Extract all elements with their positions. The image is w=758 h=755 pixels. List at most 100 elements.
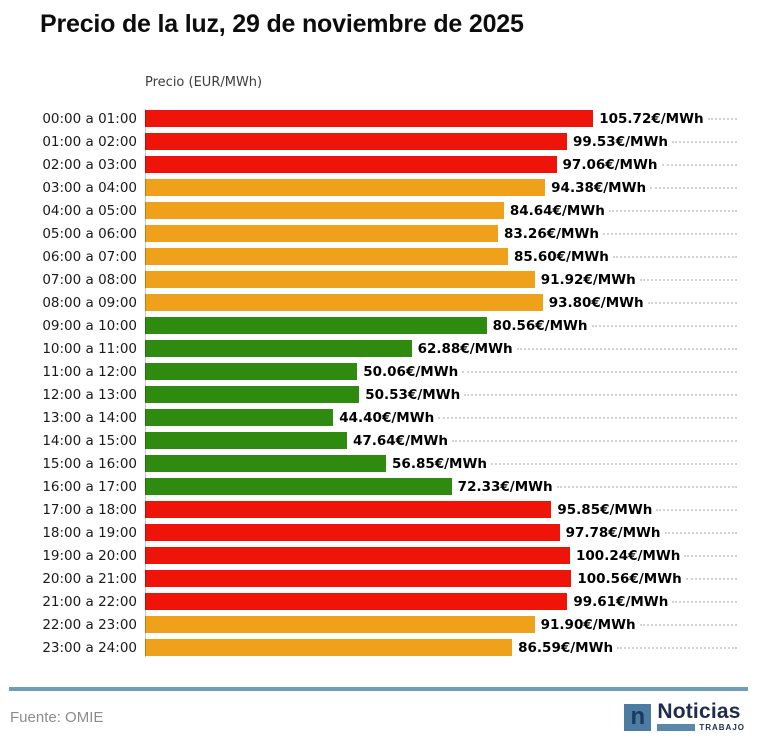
bar-track: 86.59€/MWh: [137, 636, 737, 659]
leader-dots-gridline: [656, 508, 737, 511]
leader-dots-gridline: [639, 623, 737, 626]
bar-track: 91.92€/MWh: [137, 268, 737, 291]
time-label: 13:00 a 14:00: [42, 409, 137, 426]
table-row: 21:00 a 22:00 99.61€/MWh: [0, 590, 737, 613]
bar: [145, 616, 535, 633]
logo-sub: TRABAJO: [699, 723, 745, 732]
time-label: 06:00 a 07:00: [42, 248, 137, 265]
value-label: 47.64€/MWh: [352, 432, 448, 449]
bar: [145, 179, 546, 196]
table-row: 02:00 a 03:00 97.06€/MWh: [0, 153, 737, 176]
bar-track: 47.64€/MWh: [137, 429, 737, 452]
time-label: 14:00 a 15:00: [42, 432, 137, 449]
leader-dots-gridline: [491, 462, 737, 465]
leader-dots-gridline: [516, 347, 737, 350]
leader-dots-gridline: [650, 186, 737, 189]
bar: [145, 156, 557, 173]
time-label: 19:00 a 20:00: [42, 547, 137, 564]
bar: [145, 386, 360, 403]
logo-bar: [657, 724, 696, 731]
bar-track: 94.38€/MWh: [137, 176, 737, 199]
noticias-trabajo-logo: n Noticias TRABAJO: [624, 700, 745, 732]
bar: [145, 593, 568, 610]
bar: [145, 570, 572, 587]
bar-track: 100.24€/MWh: [137, 544, 737, 567]
value-label: 100.56€/MWh: [577, 570, 682, 587]
bar: [145, 478, 452, 495]
bar-track: 99.61€/MWh: [137, 590, 737, 613]
table-row: 20:00 a 21:00 100.56€/MWh: [0, 567, 737, 590]
time-label: 17:00 a 18:00: [42, 501, 137, 518]
bar: [145, 547, 571, 564]
value-label: 97.78€/MWh: [565, 524, 661, 541]
logo-name: Noticias: [657, 700, 741, 723]
bar-track: 83.26€/MWh: [137, 222, 737, 245]
value-label: 95.85€/MWh: [557, 501, 653, 518]
bar-track: 105.72€/MWh: [137, 107, 737, 130]
value-label: 72.33€/MWh: [457, 478, 553, 495]
bar-track: 91.90€/MWh: [137, 613, 737, 636]
leader-dots-gridline: [556, 485, 737, 488]
value-label: 97.06€/MWh: [562, 156, 658, 173]
time-label: 03:00 a 04:00: [42, 179, 137, 196]
leader-dots-gridline: [671, 140, 737, 143]
time-label: 20:00 a 21:00: [42, 570, 137, 587]
leader-dots-gridline: [664, 531, 737, 534]
leader-dots-gridline: [617, 646, 737, 649]
time-label: 10:00 a 11:00: [42, 340, 137, 357]
bar-track: 72.33€/MWh: [137, 475, 737, 498]
time-label: 11:00 a 12:00: [42, 363, 137, 380]
table-row: 16:00 a 17:00 72.33€/MWh: [0, 475, 737, 498]
leader-dots-gridline: [612, 255, 737, 258]
table-row: 05:00 a 06:00 83.26€/MWh: [0, 222, 737, 245]
value-label: 99.61€/MWh: [573, 593, 669, 610]
bar: [145, 501, 552, 518]
value-label: 84.64€/MWh: [509, 202, 605, 219]
table-row: 13:00 a 14:00 44.40€/MWh: [0, 406, 737, 429]
logo-text: Noticias TRABAJO: [657, 700, 745, 732]
leader-dots-gridline: [672, 600, 737, 603]
value-label: 105.72€/MWh: [599, 110, 704, 127]
bar-track: 44.40€/MWh: [137, 406, 737, 429]
leader-dots-gridline: [438, 416, 737, 419]
bar-track: 50.53€/MWh: [137, 383, 737, 406]
footer: Fuente: OMIE n Noticias TRABAJO: [0, 700, 758, 732]
table-row: 10:00 a 11:00 62.88€/MWh: [0, 337, 737, 360]
value-label: 80.56€/MWh: [492, 317, 588, 334]
bar: [145, 639, 513, 656]
bar: [145, 294, 543, 311]
bar-track: 56.85€/MWh: [137, 452, 737, 475]
bar: [145, 110, 594, 127]
bar: [145, 133, 567, 150]
table-row: 18:00 a 19:00 97.78€/MWh: [0, 521, 737, 544]
value-label: 86.59€/MWh: [518, 639, 614, 656]
table-row: 09:00 a 10:00 80.56€/MWh: [0, 314, 737, 337]
table-row: 22:00 a 23:00 91.90€/MWh: [0, 613, 737, 636]
time-label: 21:00 a 22:00: [42, 593, 137, 610]
value-label: 91.90€/MWh: [540, 616, 636, 633]
bar-track: 62.88€/MWh: [137, 337, 737, 360]
table-row: 00:00 a 01:00 105.72€/MWh: [0, 107, 737, 130]
time-label: 01:00 a 02:00: [42, 133, 137, 150]
leader-dots-gridline: [591, 324, 737, 327]
bar: [145, 317, 487, 334]
bar: [145, 432, 347, 449]
leader-dots-gridline: [661, 163, 737, 166]
bar-track: 93.80€/MWh: [137, 291, 737, 314]
infographic: Precio de la luz, 29 de noviembre de 202…: [0, 10, 758, 755]
bar-track: 84.64€/MWh: [137, 199, 737, 222]
bar-track: 95.85€/MWh: [137, 498, 737, 521]
bar-track: 80.56€/MWh: [137, 314, 737, 337]
time-label: 18:00 a 19:00: [42, 524, 137, 541]
table-row: 01:00 a 02:00 99.53€/MWh: [0, 130, 737, 153]
time-label: 02:00 a 03:00: [42, 156, 137, 173]
leader-dots-gridline: [707, 117, 737, 120]
table-row: 11:00 a 12:00 50.06€/MWh: [0, 360, 737, 383]
table-row: 04:00 a 05:00 84.64€/MWh: [0, 199, 737, 222]
bar: [145, 409, 334, 426]
value-label: 94.38€/MWh: [551, 179, 647, 196]
leader-dots-gridline: [608, 209, 737, 212]
table-row: 08:00 a 09:00 93.80€/MWh: [0, 291, 737, 314]
value-label: 91.92€/MWh: [540, 271, 636, 288]
value-label: 93.80€/MWh: [548, 294, 644, 311]
